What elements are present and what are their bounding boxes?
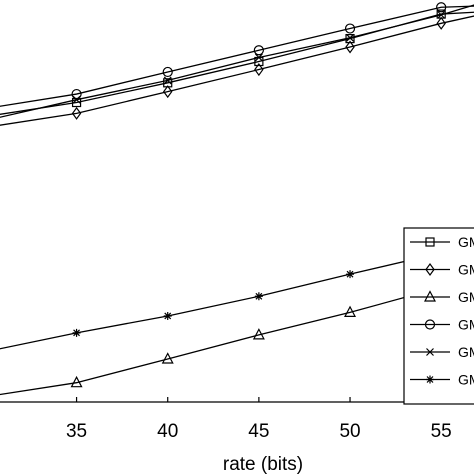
legend-label: GM [458, 289, 474, 305]
series-star [0, 241, 474, 350]
data-point-circle [71, 88, 82, 100]
legend-marker-diamond [425, 262, 435, 277]
legend-marker-x [426, 348, 434, 356]
legend-item-star: GM [410, 372, 474, 388]
data-point-x [254, 53, 263, 62]
legend-label: GM [458, 262, 474, 278]
x-tick-label: 55 [431, 421, 452, 442]
series-circle [0, 2, 474, 107]
data-point-x [72, 95, 81, 104]
legend-label: GM [458, 344, 474, 360]
series-line-triangle [0, 277, 474, 396]
data-point-star [346, 270, 355, 279]
data-point-circle [436, 2, 447, 13]
series-triangle [0, 277, 474, 396]
legend-item-triangle: GM [410, 289, 474, 305]
data-point-triangle [344, 305, 357, 317]
data-point-star [163, 311, 172, 320]
data-point-diamond [254, 63, 264, 77]
legend-marker-star [426, 375, 434, 384]
data-point-star [72, 328, 81, 337]
legend-item-x: GM [410, 344, 474, 360]
legend-item-square: GM [410, 234, 474, 250]
data-point-triangle [161, 352, 174, 364]
x-tick-label: 45 [248, 421, 269, 442]
legend-label: GM [458, 234, 474, 250]
series-line-diamond [0, 15, 474, 126]
series-diamond [0, 15, 474, 126]
series-layer [0, 2, 474, 396]
legend-marker-triangle [424, 290, 436, 302]
legend-marker-square [425, 237, 435, 247]
series-x [0, 4, 474, 118]
data-point-diamond [436, 16, 446, 30]
x-tick-layer: 35 40 45 50 55 [66, 397, 452, 442]
data-point-diamond [162, 85, 173, 99]
legend: GM GM GM GM GM GM [403, 227, 474, 405]
data-point-circle [344, 23, 356, 34]
x-tick-label: 40 [157, 421, 178, 442]
data-point-triangle [70, 375, 83, 388]
data-point-x [437, 10, 446, 19]
legend-item-circle: GM [410, 317, 474, 333]
data-point-star [254, 292, 263, 301]
legend-label: GM [458, 372, 474, 388]
series-line-star [0, 241, 474, 350]
data-point-diamond [71, 106, 82, 120]
data-point-circle [253, 45, 264, 56]
data-point-diamond [345, 40, 355, 54]
series-line-circle [0, 5, 474, 107]
x-axis-label: rate (bits) [223, 454, 303, 474]
legend-box [403, 227, 474, 405]
data-point-triangle [252, 328, 265, 340]
data-point-circle [162, 66, 173, 78]
legend-label: GM [458, 317, 474, 333]
x-tick-label: 50 [339, 421, 360, 442]
data-point-x [163, 76, 172, 85]
data-point-x [346, 33, 354, 42]
x-tick-label: 35 [66, 421, 87, 442]
legend-marker-circle [424, 319, 436, 330]
legend-item-diamond: GM [410, 262, 474, 278]
